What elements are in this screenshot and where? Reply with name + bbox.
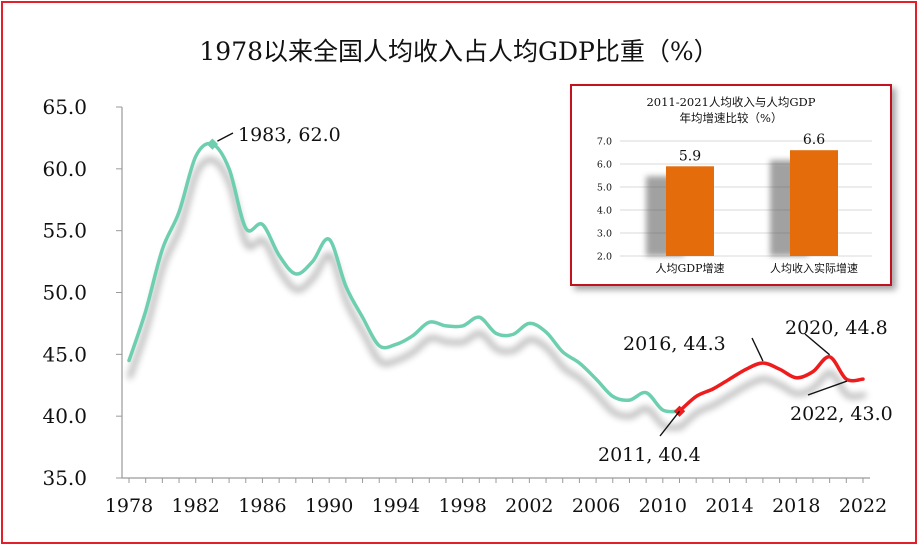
y-tick-label: 50.0: [42, 281, 87, 305]
annotation-label: 1983, 62.0: [238, 124, 341, 146]
annotation-leader-line: [804, 333, 831, 356]
y-tick-label: 65.0: [42, 95, 87, 119]
inset-title-line-1: 2011-2021人均收入与人均GDP: [646, 95, 816, 109]
series-shadow: [127, 157, 683, 431]
inset-bar: [790, 150, 838, 256]
annotations: 1983, 62.0 2011, 40.4 2016, 44.3 2020, 44.8…: [217, 124, 893, 466]
series-shadows: [127, 157, 867, 431]
y-tick-label: 45.0: [42, 342, 87, 366]
chart-title: 1978以来全国人均收入占人均GDP比重（%）: [199, 37, 719, 66]
inset-bar-chart: 2011-2021人均收入与人均GDP 年均增速比较（%） 2.0 3.0 4.0 5…: [570, 84, 892, 286]
inset-bar-value-label: 5.9: [679, 148, 701, 164]
inset-y-tick-label: 6.0: [597, 160, 612, 171]
inset-y-tick-label: 7.0: [597, 137, 612, 148]
x-tick-label: 2018: [772, 495, 820, 517]
x-tick-label: 2010: [639, 495, 687, 517]
y-tick-label: 55.0: [42, 219, 87, 243]
annotation-leader-line: [217, 132, 234, 142]
inset-category-label: 人均收入实际增速: [770, 261, 858, 275]
x-tick-label: 1998: [438, 495, 486, 517]
annotation-leader-line: [751, 337, 764, 362]
point-marker-1983: [206, 138, 219, 150]
inset-category-label: 人均GDP增速: [655, 261, 724, 275]
axes: 35.0 40.0 45.0 50.0 55.0 60.0 65.0 1978 1982 1986…: [42, 95, 887, 517]
y-tick-label: 35.0: [42, 466, 87, 490]
annotation-label: 2022, 43.0: [790, 403, 893, 425]
series-shadow: [678, 370, 867, 430]
y-tick-label: 60.0: [42, 157, 87, 181]
y-tick-label: 40.0: [42, 404, 87, 428]
x-tick-label: 2022: [839, 495, 887, 517]
x-tick-label: 2006: [572, 495, 620, 517]
inset-y-tick-label: 5.0: [597, 183, 612, 194]
series-line-2011-2022: [677, 355, 865, 413]
inset-y-tick-label: 3.0: [597, 229, 612, 240]
x-tick-label: 2002: [505, 495, 553, 517]
x-tick-label: 1994: [372, 495, 420, 517]
x-tick-label: 1986: [238, 495, 286, 517]
annotation-label: 2020, 44.8: [785, 317, 888, 339]
series-line-1978-2011: [127, 141, 682, 414]
x-tick-label: 1978: [105, 495, 153, 517]
x-tick-label: 2014: [705, 495, 753, 517]
inset-y-tick-label: 4.0: [597, 206, 612, 217]
x-tick-label: 1982: [172, 495, 220, 517]
annotation-leader-line: [659, 410, 681, 437]
inset-bar-value-label: 6.6: [803, 132, 825, 148]
inset-y-tick-label: 2.0: [597, 252, 612, 263]
annotation-label: 2016, 44.3: [623, 333, 726, 355]
annotation-label: 2011, 40.4: [598, 444, 701, 466]
inset-title: 2011-2021人均收入与人均GDP 年均增速比较（%）: [572, 94, 890, 126]
x-tick-label: 1990: [305, 495, 353, 517]
annotation-leader-line: [807, 380, 848, 396]
inset-title-line-2: 年均增速比较（%）: [679, 111, 783, 125]
inset-bar: [666, 166, 714, 256]
